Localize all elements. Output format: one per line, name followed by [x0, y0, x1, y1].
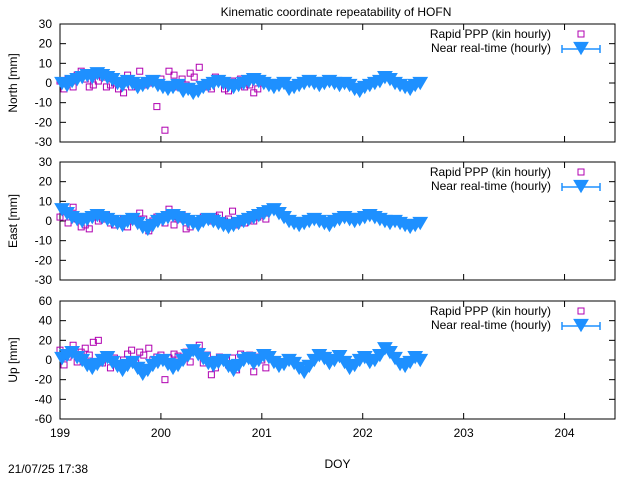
x-tick-label: 199 — [50, 426, 70, 440]
data-point — [170, 71, 178, 79]
y-axis-label: Up [mm] — [6, 337, 20, 382]
legend-marker-square — [577, 30, 585, 38]
data-point — [85, 83, 93, 91]
y-tick-label: 40 — [39, 314, 53, 328]
legend-label: Near real-time (hourly) — [431, 41, 551, 55]
data-point — [85, 225, 93, 233]
data-point — [229, 207, 237, 215]
y-tick-label: 0 — [45, 353, 52, 367]
data-point — [412, 216, 429, 231]
legend-marker-square — [577, 307, 585, 315]
y-tick-label: 20 — [39, 333, 53, 347]
data-point — [190, 73, 198, 81]
data-point — [412, 76, 429, 91]
y-tick-label: -30 — [35, 135, 53, 149]
series-near-real-time — [54, 342, 429, 382]
x-axis-label: DOY — [324, 457, 350, 471]
legend-marker-triangle — [573, 41, 589, 56]
y-tick-label: 30 — [39, 17, 53, 31]
data-point — [165, 67, 173, 75]
data-point — [186, 358, 194, 366]
data-point — [136, 67, 144, 75]
y-tick-label: -60 — [35, 412, 53, 426]
y-tick-label: -10 — [35, 96, 53, 110]
panel-0: 30 20 10 0 -10 -20 -30 North [mm] Rapid PPP (kin… — [6, 17, 616, 149]
data-point — [145, 344, 153, 352]
data-point — [64, 219, 72, 227]
timestamp-label: 21/07/25 17:38 — [8, 462, 88, 476]
legend: Rapid PPP (kin hourly)Near real-time (ho… — [430, 165, 601, 194]
y-axis-label: North [mm] — [6, 53, 20, 112]
y-tick-label: 10 — [39, 56, 53, 70]
series-near-real-time — [54, 67, 429, 101]
data-point — [254, 85, 262, 93]
x-tick-label: 201 — [252, 426, 272, 440]
panel-1: 30 20 10 0 -10 -20 -30 East [mm] Rapid PPP (kin … — [6, 155, 616, 287]
legend-label: Rapid PPP (kin hourly) — [430, 165, 551, 179]
data-point — [250, 89, 258, 97]
y-axis-label: East [mm] — [6, 194, 20, 248]
chart-title: Kinematic coordinate repeatability of HO… — [221, 5, 452, 19]
data-point — [161, 126, 169, 134]
data-point — [56, 213, 64, 221]
y-tick-label: 0 — [45, 76, 52, 90]
legend-marker-triangle — [573, 318, 589, 333]
data-point — [81, 344, 89, 352]
data-point — [195, 63, 203, 71]
x-tick-label: 203 — [454, 426, 474, 440]
data-point — [262, 364, 270, 372]
y-tick-label: -20 — [35, 115, 53, 129]
y-tick-label: 10 — [39, 194, 53, 208]
x-tick-label: 202 — [353, 426, 373, 440]
y-tick-label: 20 — [39, 175, 53, 189]
y-tick-label: -10 — [35, 234, 53, 248]
data-point — [60, 361, 68, 369]
legend-marker-square — [577, 168, 585, 176]
y-tick-label: 20 — [39, 37, 53, 51]
data-point — [153, 103, 161, 111]
data-point — [161, 376, 169, 384]
legend: Rapid PPP (kin hourly)Near real-time (ho… — [430, 304, 601, 333]
x-tick-label: 204 — [555, 426, 575, 440]
legend-label: Rapid PPP (kin hourly) — [430, 27, 551, 41]
data-point — [89, 338, 97, 346]
data-point — [182, 225, 190, 233]
legend-label: Rapid PPP (kin hourly) — [430, 304, 551, 318]
data-point — [128, 346, 136, 354]
y-tick-label: -20 — [35, 253, 53, 267]
series-near-real-time — [54, 203, 429, 237]
y-tick-label: 60 — [39, 294, 53, 308]
y-tick-label: -40 — [35, 392, 53, 406]
data-point — [140, 351, 148, 359]
y-tick-label: 30 — [39, 155, 53, 169]
data-point — [102, 83, 110, 91]
legend-label: Near real-time (hourly) — [431, 179, 551, 193]
x-tick-label: 200 — [151, 426, 171, 440]
y-tick-label: -20 — [35, 373, 53, 387]
data-point — [412, 353, 429, 368]
data-point — [207, 371, 215, 379]
y-tick-label: 0 — [45, 214, 52, 228]
data-point — [186, 69, 194, 77]
legend: Rapid PPP (kin hourly)Near real-time (ho… — [430, 27, 601, 56]
data-point — [94, 336, 102, 344]
data-point — [170, 221, 178, 229]
y-tick-label: -30 — [35, 273, 53, 287]
legend-label: Near real-time (hourly) — [431, 318, 551, 332]
legend-marker-triangle — [573, 179, 589, 194]
